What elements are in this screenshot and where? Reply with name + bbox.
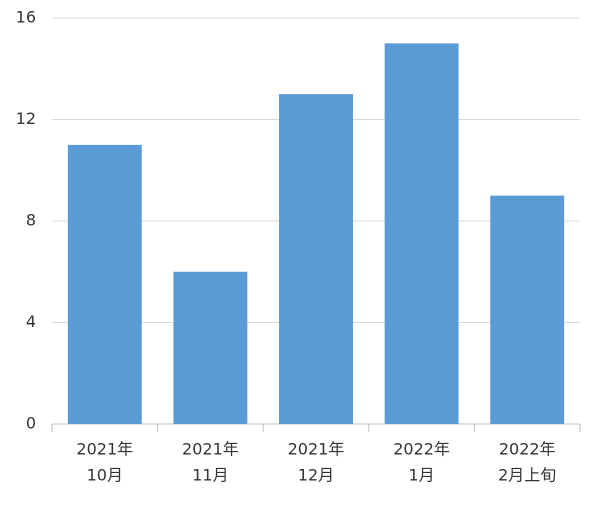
- y-tick-label: 12: [16, 109, 36, 128]
- y-tick-label: 16: [16, 8, 36, 27]
- bar: [490, 195, 565, 424]
- x-tick-label: 2021年: [182, 440, 239, 459]
- x-tick-label: 1月: [409, 466, 435, 485]
- x-tick-label: 2021年: [76, 440, 133, 459]
- bar: [279, 94, 353, 424]
- x-tick-label: 10月: [87, 466, 123, 485]
- y-tick-label: 0: [26, 414, 36, 433]
- x-tick-label: 2022年: [499, 440, 556, 459]
- x-tick-label: 12月: [298, 466, 334, 485]
- x-tick-label: 2月上旬: [498, 466, 556, 485]
- y-tick-label: 8: [26, 211, 36, 230]
- bar: [67, 144, 142, 424]
- x-tick-label: 2022年: [393, 440, 450, 459]
- y-tick-label: 4: [26, 312, 36, 331]
- x-tick-label: 11月: [192, 466, 228, 485]
- bar: [173, 271, 248, 424]
- x-tick-label: 2021年: [288, 440, 345, 459]
- bar: [384, 43, 459, 424]
